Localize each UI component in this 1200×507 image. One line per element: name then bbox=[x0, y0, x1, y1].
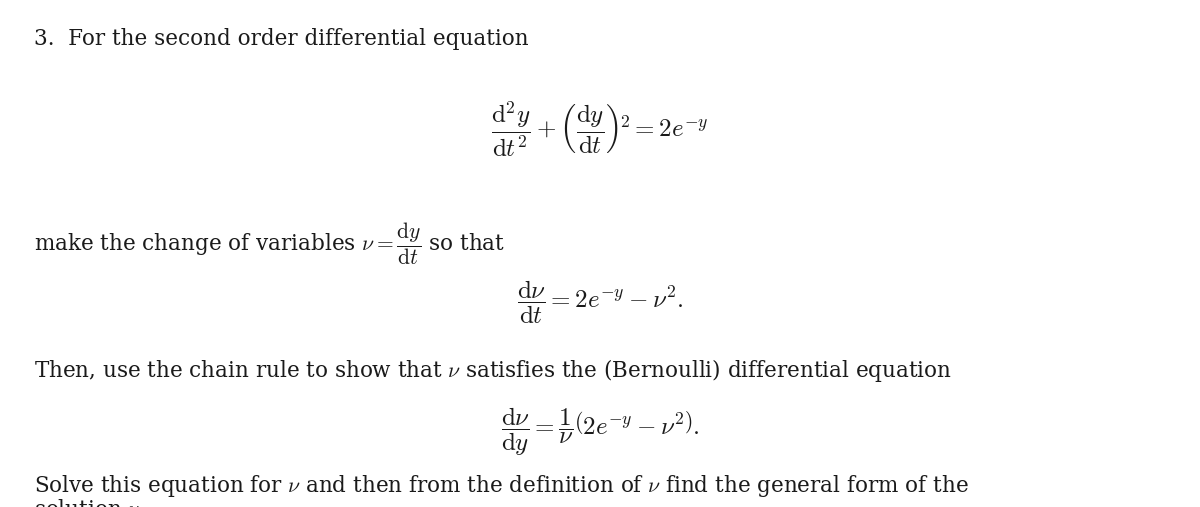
Text: Solve this equation for $\nu$ and then from the definition of $\nu$ find the gen: Solve this equation for $\nu$ and then f… bbox=[34, 473, 968, 498]
Text: $\dfrac{\mathrm{d}\nu}{\mathrm{d}y} = \dfrac{1}{\nu}\left(2e^{-y} - \nu^2\right): $\dfrac{\mathrm{d}\nu}{\mathrm{d}y} = \d… bbox=[500, 406, 700, 458]
Text: make the change of variables $\nu = \dfrac{\mathrm{d}y}{\mathrm{d}t}$ so that: make the change of variables $\nu = \dfr… bbox=[34, 221, 505, 267]
Text: 3.  For the second order differential equation: 3. For the second order differential equ… bbox=[34, 28, 528, 50]
Text: solution $y$.: solution $y$. bbox=[34, 497, 145, 507]
Text: $\dfrac{\mathrm{d}^2y}{\mathrm{d}t^2} + \left(\dfrac{\mathrm{d}y}{\mathrm{d}t}\r: $\dfrac{\mathrm{d}^2y}{\mathrm{d}t^2} + … bbox=[491, 99, 709, 159]
Text: $\dfrac{\mathrm{d}\nu}{\mathrm{d}t} = 2e^{-y} - \nu^2.$: $\dfrac{\mathrm{d}\nu}{\mathrm{d}t} = 2e… bbox=[517, 278, 683, 325]
Text: Then, use the chain rule to show that $\nu$ satisfies the (Bernoulli) differenti: Then, use the chain rule to show that $\… bbox=[34, 357, 952, 384]
